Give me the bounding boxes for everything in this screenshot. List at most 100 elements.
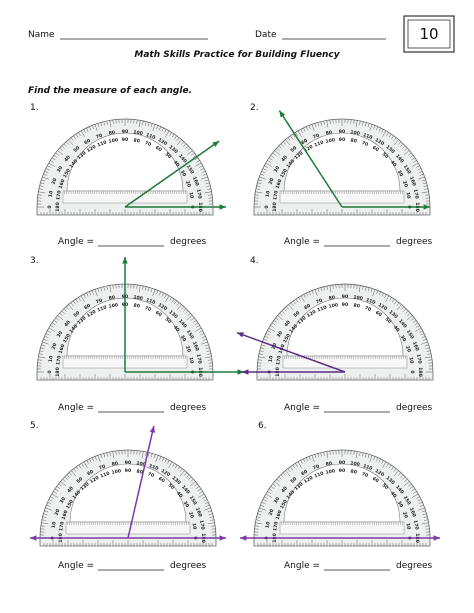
tick bbox=[201, 171, 206, 174]
tick bbox=[186, 150, 193, 156]
scale-outer: 60 bbox=[300, 138, 309, 146]
tick bbox=[378, 458, 381, 463]
tick bbox=[264, 165, 268, 168]
answer-label: Angle = bbox=[284, 561, 320, 571]
scale-inner: 120 bbox=[89, 475, 100, 485]
scale-outer: 40 bbox=[280, 485, 289, 494]
scale-inner: 170 bbox=[55, 355, 63, 365]
tick bbox=[279, 312, 283, 316]
scale-outer: 160 bbox=[408, 507, 417, 518]
tick bbox=[156, 290, 159, 295]
tick bbox=[280, 143, 284, 147]
tick bbox=[267, 330, 271, 333]
scale-outer: 70 bbox=[95, 298, 103, 306]
scale-inner: 60 bbox=[374, 310, 383, 318]
tick bbox=[272, 152, 276, 156]
tick bbox=[44, 336, 49, 339]
scale-outer: 100 bbox=[133, 129, 143, 137]
tick bbox=[194, 483, 198, 487]
scale-inner: 130 bbox=[293, 150, 304, 161]
tick bbox=[44, 171, 49, 174]
tick bbox=[369, 124, 373, 131]
tick bbox=[311, 124, 315, 131]
tick bbox=[412, 162, 419, 167]
tick bbox=[320, 121, 322, 126]
scale-outer: 110 bbox=[362, 132, 373, 141]
tick bbox=[406, 315, 413, 321]
tick bbox=[68, 304, 74, 311]
tick bbox=[89, 126, 92, 131]
tick bbox=[413, 160, 417, 163]
tick bbox=[287, 137, 291, 141]
scale-inner: 90 bbox=[342, 302, 348, 308]
page-number: 10 bbox=[419, 25, 438, 43]
tick bbox=[300, 460, 303, 464]
scale-outer: 0 bbox=[264, 205, 270, 208]
tick bbox=[297, 130, 302, 137]
tick bbox=[210, 519, 215, 521]
tick bbox=[194, 157, 199, 161]
scale-outer: 170 bbox=[195, 189, 203, 199]
tick bbox=[424, 356, 432, 359]
tick bbox=[421, 336, 426, 339]
tick bbox=[417, 168, 422, 171]
tick bbox=[50, 160, 54, 163]
tick bbox=[174, 300, 177, 305]
tick bbox=[188, 476, 192, 480]
tick bbox=[292, 133, 296, 138]
tick bbox=[89, 458, 92, 463]
tick bbox=[298, 297, 301, 301]
tick bbox=[186, 474, 190, 478]
tick bbox=[367, 287, 370, 292]
problem-number: 5. bbox=[30, 421, 39, 431]
tick bbox=[58, 483, 62, 487]
scale-inner: 60 bbox=[371, 145, 380, 153]
scale-inner: 150 bbox=[282, 333, 292, 344]
tick bbox=[407, 312, 411, 316]
tick bbox=[83, 129, 86, 133]
scale-outer: 60 bbox=[86, 469, 95, 477]
tick bbox=[386, 463, 389, 467]
scale-outer: 90 bbox=[122, 129, 128, 135]
tick bbox=[421, 510, 426, 513]
scale-inner: 20 bbox=[187, 511, 195, 519]
tick bbox=[103, 286, 105, 291]
scale-inner: 20 bbox=[184, 180, 192, 188]
scale-inner: 150 bbox=[279, 168, 289, 179]
tick bbox=[359, 120, 361, 125]
scale-outer: 10 bbox=[268, 355, 275, 362]
tick bbox=[290, 135, 293, 140]
tick bbox=[112, 119, 114, 124]
tick bbox=[86, 292, 89, 297]
scale-outer: 150 bbox=[405, 329, 415, 340]
tick bbox=[83, 461, 88, 468]
tick bbox=[428, 359, 433, 361]
scale-inner: 140 bbox=[71, 489, 82, 500]
arrowhead bbox=[279, 110, 286, 118]
scale-outer: 20 bbox=[54, 508, 62, 516]
answer-label: Angle = bbox=[284, 403, 320, 413]
tick bbox=[42, 176, 49, 180]
scale-outer: 120 bbox=[157, 302, 168, 312]
tick bbox=[323, 120, 325, 125]
tick bbox=[265, 162, 272, 167]
arrowhead bbox=[237, 369, 244, 375]
tick bbox=[48, 327, 55, 332]
tick bbox=[398, 472, 402, 476]
tick bbox=[409, 486, 414, 489]
tick bbox=[63, 308, 67, 312]
tick bbox=[259, 350, 264, 352]
ray bbox=[278, 110, 343, 208]
tick bbox=[138, 285, 141, 293]
tick bbox=[176, 137, 180, 141]
answer-unit: degrees bbox=[396, 403, 433, 413]
tick bbox=[185, 145, 189, 149]
tick bbox=[320, 287, 323, 292]
tick bbox=[200, 333, 205, 336]
tick bbox=[388, 133, 392, 138]
tick bbox=[197, 488, 202, 492]
protractor-window bbox=[283, 132, 401, 192]
scale-outer: 70 bbox=[312, 464, 320, 472]
tick bbox=[254, 525, 259, 527]
tick bbox=[277, 315, 284, 321]
